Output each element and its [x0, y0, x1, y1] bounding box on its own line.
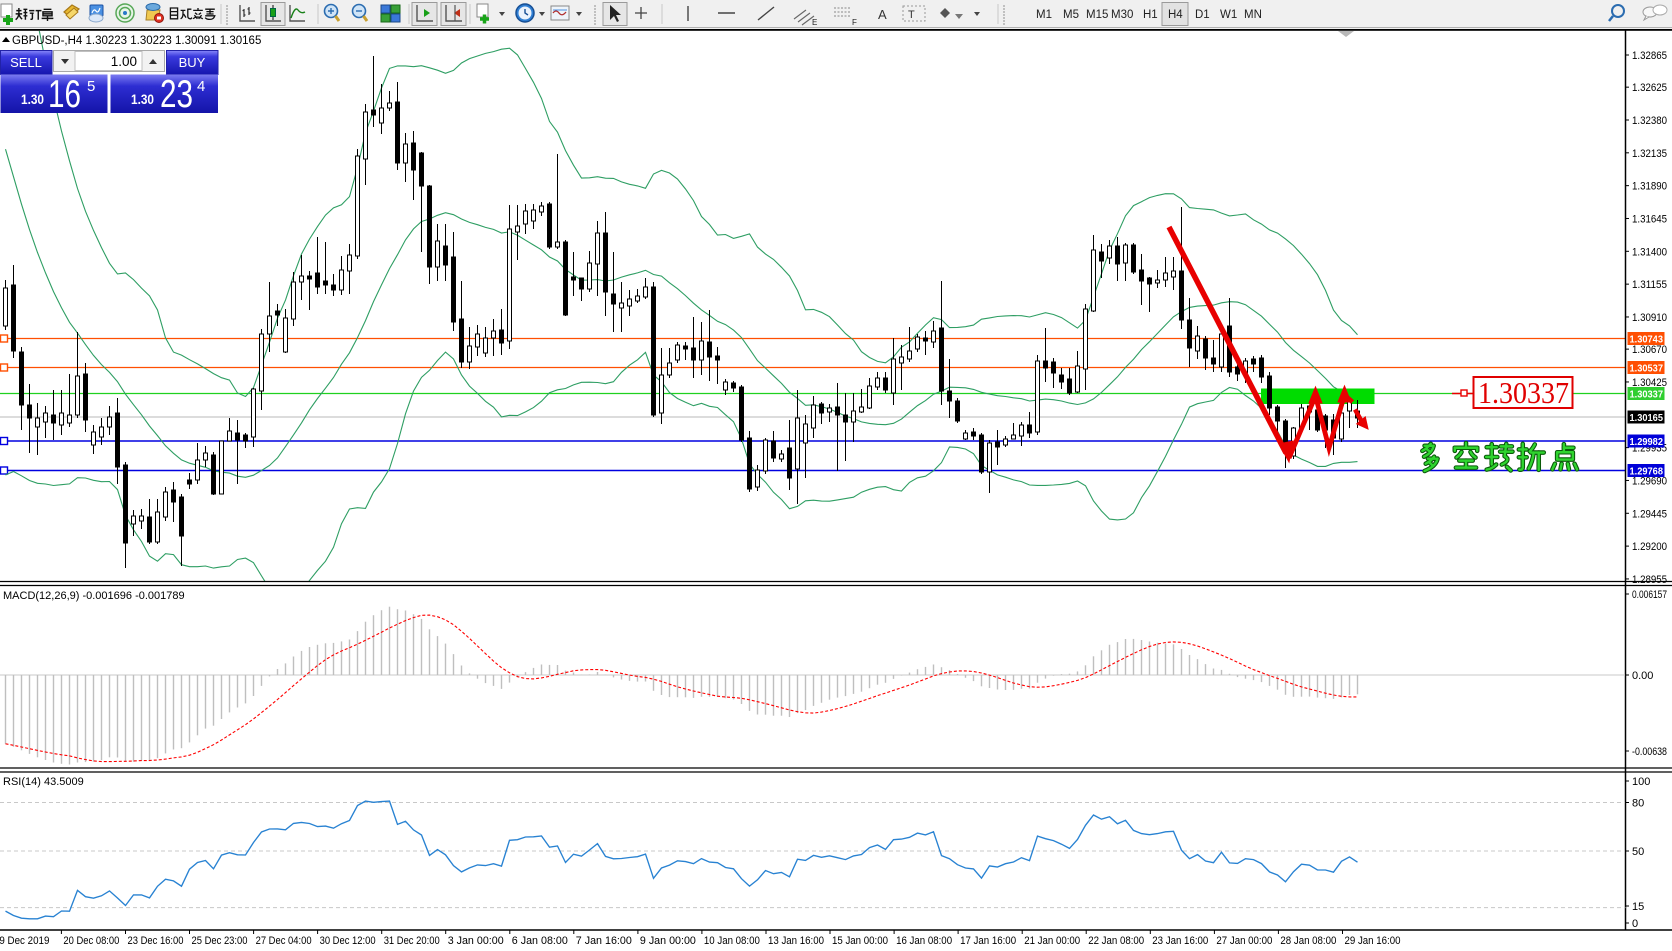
svg-text:23: 23 — [160, 73, 193, 116]
svg-text:E: E — [812, 18, 817, 27]
svg-text:50: 50 — [1632, 846, 1644, 858]
svg-text:1.30337: 1.30337 — [1478, 375, 1569, 410]
svg-text:1.29200: 1.29200 — [1632, 541, 1667, 553]
svg-text:T: T — [908, 9, 915, 21]
svg-text:7 Jan 16:00: 7 Jan 16:00 — [576, 935, 632, 947]
svg-text:1.31890: 1.31890 — [1632, 181, 1667, 193]
svg-text:16 Jan 08:00: 16 Jan 08:00 — [896, 935, 952, 947]
svg-text:28 Jan 08:00: 28 Jan 08:00 — [1280, 935, 1336, 947]
svg-text:22 Jan 08:00: 22 Jan 08:00 — [1088, 935, 1144, 947]
svg-text:1.32625: 1.32625 — [1632, 82, 1667, 94]
svg-text:17 Jan 16:00: 17 Jan 16:00 — [960, 935, 1016, 947]
svg-text:1.29982: 1.29982 — [1630, 436, 1664, 448]
svg-text:1.30670: 1.30670 — [1632, 344, 1667, 356]
svg-text:16: 16 — [48, 73, 81, 116]
svg-text:23 Dec 16:00: 23 Dec 16:00 — [128, 935, 184, 947]
svg-text:6 Jan 08:00: 6 Jan 08:00 — [512, 935, 568, 947]
svg-text:9 Jan 00:00: 9 Jan 00:00 — [640, 935, 696, 947]
svg-text:21 Jan 00:00: 21 Jan 00:00 — [1024, 935, 1080, 947]
svg-text:9 Dec 2019: 9 Dec 2019 — [0, 935, 49, 947]
svg-text:1.30425: 1.30425 — [1632, 377, 1667, 389]
svg-text:15 Jan 00:00: 15 Jan 00:00 — [832, 935, 888, 947]
svg-text:1.30743: 1.30743 — [1630, 334, 1664, 346]
svg-text:1.31645: 1.31645 — [1632, 213, 1667, 225]
svg-text:-0.00638: -0.00638 — [1632, 746, 1667, 758]
svg-text:1.32135: 1.32135 — [1632, 148, 1667, 160]
svg-text:F: F — [852, 18, 857, 27]
svg-text:4: 4 — [197, 78, 205, 95]
svg-text:1.32380: 1.32380 — [1632, 115, 1667, 127]
svg-text:100: 100 — [1632, 776, 1650, 788]
svg-text:1.32865: 1.32865 — [1632, 50, 1667, 62]
svg-text:15: 15 — [1632, 901, 1644, 913]
svg-text:MACD(12,26,9) -0.001696 -0.001: MACD(12,26,9) -0.001696 -0.001789 — [3, 590, 185, 602]
svg-text:1.28955: 1.28955 — [1632, 574, 1667, 586]
svg-text:W1: W1 — [1220, 9, 1237, 21]
svg-text:MN: MN — [1244, 9, 1262, 21]
svg-text:3 Jan 00:00: 3 Jan 00:00 — [448, 935, 504, 947]
svg-text:1.30: 1.30 — [21, 91, 44, 107]
svg-text:H4: H4 — [1168, 9, 1183, 21]
svg-text:80: 80 — [1632, 798, 1644, 810]
svg-text:M15: M15 — [1086, 9, 1108, 21]
svg-text:1.29445: 1.29445 — [1632, 508, 1667, 520]
svg-text:RSI(14) 43.5009: RSI(14) 43.5009 — [3, 776, 84, 788]
svg-text:29 Jan 16:00: 29 Jan 16:00 — [1345, 935, 1401, 947]
svg-text:23 Jan 16:00: 23 Jan 16:00 — [1152, 935, 1208, 947]
svg-text:0.00: 0.00 — [1632, 670, 1653, 682]
svg-text:1.30165: 1.30165 — [1630, 412, 1664, 424]
svg-text:1.31400: 1.31400 — [1632, 246, 1667, 258]
svg-text:1.29768: 1.29768 — [1630, 466, 1664, 478]
svg-text:1.31155: 1.31155 — [1632, 279, 1667, 291]
svg-text:0.006157: 0.006157 — [1632, 589, 1667, 601]
svg-text:GBPUSD-,H4 1.30223 1.30223 1.: GBPUSD-,H4 1.30223 1.30223 1.30091 1.301… — [12, 35, 261, 47]
svg-text:13 Jan 16:00: 13 Jan 16:00 — [768, 935, 824, 947]
svg-text:0: 0 — [1632, 918, 1638, 930]
svg-text:H1: H1 — [1143, 9, 1158, 21]
svg-text:31 Dec 20:00: 31 Dec 20:00 — [384, 935, 440, 947]
svg-text:10 Jan 08:00: 10 Jan 08:00 — [704, 935, 760, 947]
svg-text:M1: M1 — [1036, 9, 1052, 21]
svg-text:1.30537: 1.30537 — [1630, 363, 1664, 375]
svg-text:1.30910: 1.30910 — [1632, 312, 1667, 324]
svg-text:27 Jan 00:00: 27 Jan 00:00 — [1216, 935, 1272, 947]
svg-text:1.30: 1.30 — [131, 91, 154, 107]
svg-text:30 Dec 12:00: 30 Dec 12:00 — [320, 935, 376, 947]
svg-text:1.00: 1.00 — [111, 54, 137, 69]
svg-text:D1: D1 — [1195, 9, 1210, 21]
svg-text:1.30337: 1.30337 — [1630, 389, 1664, 401]
svg-text:1.29690: 1.29690 — [1632, 475, 1667, 487]
svg-text:5: 5 — [87, 78, 95, 95]
svg-text:SELL: SELL — [10, 55, 42, 70]
svg-text:27 Dec 04:00: 27 Dec 04:00 — [256, 935, 312, 947]
svg-text:25 Dec 23:00: 25 Dec 23:00 — [192, 935, 248, 947]
svg-text:20 Dec 08:00: 20 Dec 08:00 — [63, 935, 119, 947]
svg-text:M30: M30 — [1111, 9, 1133, 21]
svg-text:A: A — [878, 7, 887, 22]
svg-text:BUY: BUY — [179, 55, 206, 70]
svg-text:M5: M5 — [1063, 9, 1079, 21]
